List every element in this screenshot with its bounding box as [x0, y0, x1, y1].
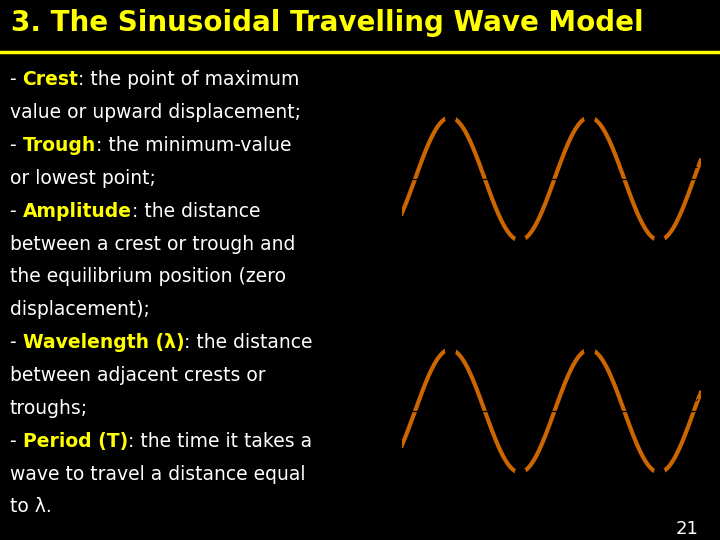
Text: the equilibrium position (zero: the equilibrium position (zero	[10, 267, 286, 286]
Text: displacement);: displacement);	[10, 300, 150, 319]
Point	[444, 345, 456, 354]
Text: : the distance: : the distance	[132, 201, 260, 221]
Point	[584, 345, 595, 354]
Text: troughs;: troughs;	[10, 399, 88, 418]
Text: y: y	[400, 303, 408, 318]
Text: x: x	[690, 157, 698, 171]
Text: Trough: Trough	[22, 136, 96, 155]
Text: or lowest point;: or lowest point;	[10, 169, 156, 188]
Text: y: y	[400, 71, 408, 85]
Text: wave to travel a distance equal: wave to travel a distance equal	[10, 464, 305, 484]
Point	[514, 468, 526, 477]
Text: T: T	[584, 508, 595, 524]
Point	[514, 236, 526, 245]
Text: value or upward displacement;: value or upward displacement;	[10, 103, 301, 122]
Text: 21: 21	[675, 520, 698, 538]
Text: $\lambda$: $\lambda$	[584, 275, 595, 293]
Text: -: -	[10, 136, 22, 155]
Text: A: A	[688, 373, 699, 387]
Point	[444, 113, 456, 122]
Text: : the minimum-value: : the minimum-value	[96, 136, 292, 155]
Text: : the point of maximum: : the point of maximum	[78, 70, 300, 89]
Text: between adjacent crests or: between adjacent crests or	[10, 366, 266, 385]
Text: Period (T): Period (T)	[22, 432, 128, 451]
Text: Crest: Crest	[22, 70, 78, 89]
Text: to λ.: to λ.	[10, 497, 52, 516]
Point	[653, 236, 665, 245]
Text: 3. The Sinusoidal Travelling Wave Model: 3. The Sinusoidal Travelling Wave Model	[11, 9, 644, 37]
Text: -: -	[10, 201, 22, 221]
Text: -: -	[10, 432, 22, 451]
Text: : the time it takes a: : the time it takes a	[128, 432, 312, 451]
Text: (a): (a)	[544, 280, 565, 295]
Text: T: T	[514, 288, 525, 305]
Text: Amplitude: Amplitude	[22, 201, 132, 221]
Point	[584, 113, 595, 122]
Point	[653, 468, 665, 477]
Text: : the distance: : the distance	[184, 333, 312, 352]
Text: $\lambda$: $\lambda$	[514, 55, 525, 72]
Text: -: -	[10, 333, 22, 352]
Text: between a crest or trough and: between a crest or trough and	[10, 234, 295, 254]
Text: t: t	[692, 389, 698, 403]
Text: Wavelength (λ): Wavelength (λ)	[22, 333, 184, 352]
Text: (b): (b)	[544, 512, 565, 527]
Text: -: -	[10, 70, 22, 89]
Text: A: A	[688, 141, 699, 155]
